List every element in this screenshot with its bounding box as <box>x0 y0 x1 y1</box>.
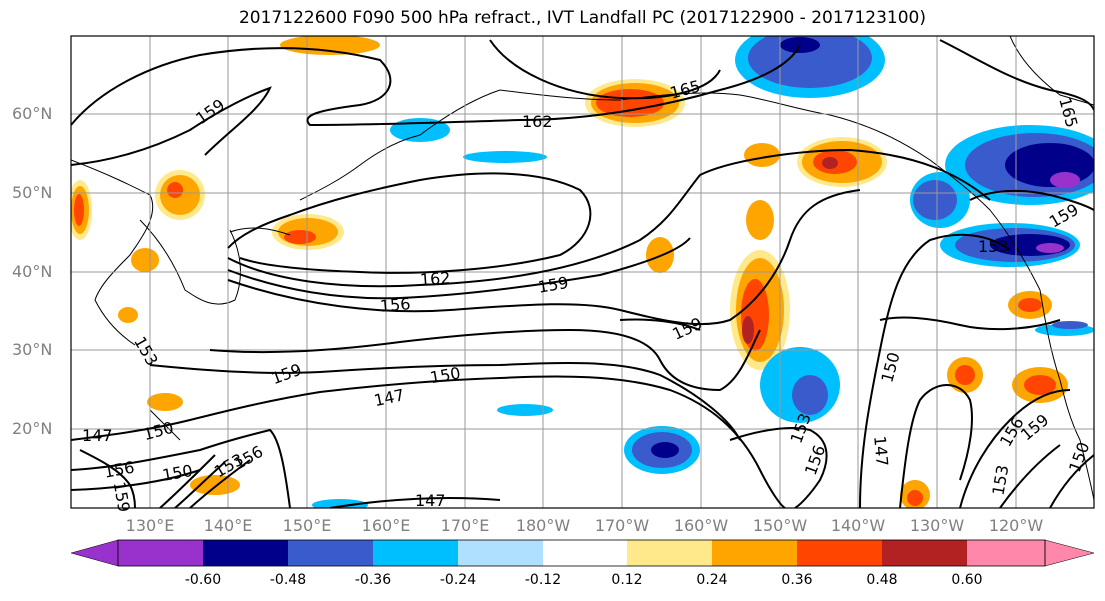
colorbar-low-extend <box>70 539 119 567</box>
colorbar-swatch <box>373 540 458 566</box>
map-title: 2017122600 F090 500 hPa refract., IVT La… <box>238 8 926 28</box>
colorbar-tick-label: 0.12 <box>611 572 643 588</box>
contour-label: 147 <box>870 435 892 467</box>
colorbar-swatch <box>712 540 797 566</box>
longitude-label: 140°E <box>203 516 253 535</box>
colorbar-swatch <box>882 540 967 566</box>
latitude-label: 50°N <box>12 183 53 202</box>
longitude-label: 120°W <box>988 516 1044 535</box>
colorbar-swatch <box>118 540 203 566</box>
latitude-label: 60°N <box>12 104 53 123</box>
colorbar-swatch <box>543 540 627 566</box>
colorbar-tick-label: -0.36 <box>354 572 392 588</box>
colorbar-tick-label: -0.60 <box>184 572 222 588</box>
colorbar-high-extend <box>1044 539 1095 567</box>
longitude-label: 130°W <box>909 516 965 535</box>
contour-label: 159 <box>110 480 134 513</box>
contour-label: 147 <box>82 426 113 445</box>
longitude-label: 160°E <box>361 516 411 535</box>
colorbar-tick-label: 0.24 <box>696 572 728 588</box>
longitude-label: 140°W <box>830 516 886 535</box>
longitude-label: 180°W <box>515 516 571 535</box>
contour-label: 162 <box>522 112 553 131</box>
colorbar-tick-label: -0.48 <box>269 572 307 588</box>
contour-lines <box>71 39 1094 508</box>
contour-label: 156 <box>379 294 411 316</box>
latitude-label: 20°N <box>12 419 53 438</box>
colorbar-swatch <box>288 540 373 566</box>
contour-label: 147 <box>415 491 446 510</box>
colorbar-swatch <box>627 540 712 566</box>
colorbar-border <box>117 539 1046 567</box>
longitude-label: 170°E <box>440 516 490 535</box>
colorbar-swatch <box>967 540 1045 566</box>
longitude-label: 150°E <box>282 516 332 535</box>
longitude-label: 160°W <box>673 516 729 535</box>
positive-shading <box>71 36 1068 508</box>
colorbar-swatch <box>797 540 882 566</box>
contour-label: 162 <box>419 268 451 289</box>
longitude-label: 170°W <box>594 516 650 535</box>
colorbar-tick-label: -0.24 <box>439 572 477 588</box>
colorbar-tick-label: 0.36 <box>781 572 813 588</box>
colorbar-tick-label: 0.60 <box>951 572 983 588</box>
colorbar <box>70 539 1095 567</box>
latitude-label: 30°N <box>12 340 53 359</box>
contour-label: 153 <box>978 237 1009 256</box>
colorbar-tick-label: 0.48 <box>866 572 898 588</box>
map-border <box>70 35 1095 509</box>
colorbar-tick-label: -0.12 <box>524 572 562 588</box>
colorbar-swatch <box>458 540 543 566</box>
longitude-label: 130°E <box>125 516 175 535</box>
latitude-label: 40°N <box>12 262 53 281</box>
colorbar-swatch <box>203 540 288 566</box>
longitude-label: 150°W <box>752 516 808 535</box>
